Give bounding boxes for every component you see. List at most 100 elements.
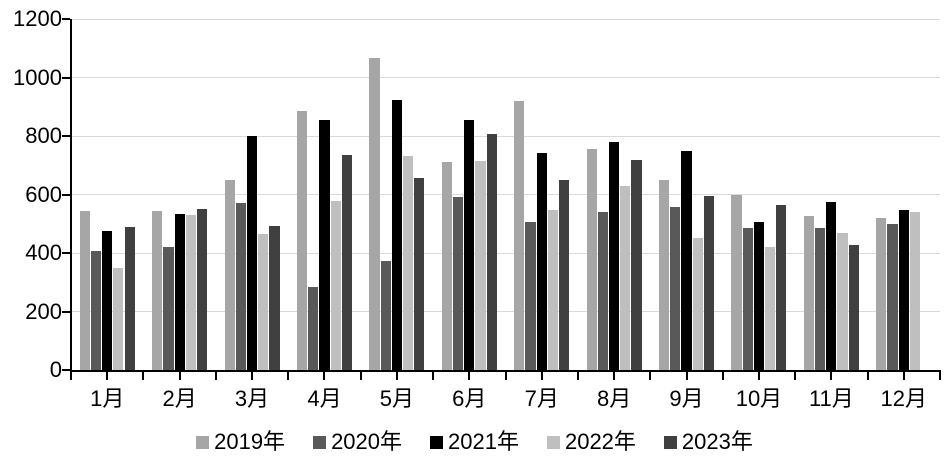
y-tick-label: 800 [25, 123, 62, 148]
bar-2022年-8月 [620, 185, 631, 370]
bar-2022年-3月 [258, 234, 269, 370]
legend-item-2023年: 2023年 [663, 429, 753, 454]
x-category-label: 7月 [524, 386, 559, 411]
x-category-label: 4月 [307, 386, 342, 411]
x-axis-tick [866, 372, 869, 380]
x-category-label: 9月 [669, 386, 704, 411]
gridline [71, 135, 940, 137]
bar-2023年-7月 [559, 179, 570, 370]
bar-2020年-12月 [887, 224, 898, 370]
bar-2020年-9月 [670, 206, 681, 370]
bar-2019年-7月 [514, 100, 525, 370]
bar-2023年-6月 [486, 133, 497, 370]
y-tick-label: 600 [25, 181, 62, 207]
bar-2022年-12月 [909, 211, 921, 370]
bar-2019年-6月 [441, 162, 452, 370]
bar-2019年-12月 [876, 217, 887, 370]
legend-item-2022年: 2022年 [546, 429, 636, 454]
x-axis-tick [613, 372, 616, 380]
bar-2021年-8月 [609, 142, 620, 370]
bar-2020年-3月 [235, 202, 246, 370]
y-tick-label: 1000 [13, 64, 62, 90]
legend-label: 2021年 [448, 429, 519, 454]
bar-2021年-9月 [681, 150, 692, 370]
x-axis-tick [251, 372, 254, 380]
x-axis-tick [939, 372, 941, 380]
bar-2019年-4月 [296, 111, 308, 370]
x-category-label: 6月 [452, 386, 487, 411]
bar-2021年-5月 [391, 99, 402, 370]
bar-2019年-2月 [152, 210, 163, 370]
legend-item-2019年: 2019年 [196, 430, 285, 454]
x-axis-tick [830, 372, 833, 380]
x-axis-tick [359, 372, 362, 380]
x-category-label: 12月 [880, 386, 928, 411]
bar-2022年-9月 [692, 237, 703, 370]
bar-2022年-4月 [330, 201, 341, 370]
bar-2020年-8月 [597, 211, 608, 370]
y-axis-tick [62, 369, 70, 371]
y-tick-label: 400 [25, 240, 62, 265]
bar-2022年-1月 [113, 267, 124, 370]
bar-2021年-11月 [826, 202, 837, 370]
x-category-label: 8月 [596, 386, 632, 411]
bar-2023年-3月 [269, 225, 280, 370]
x-axis-tick [178, 372, 181, 380]
x-axis-tick [504, 372, 507, 380]
x-axis-tick [902, 372, 905, 380]
x-axis-tick [540, 372, 543, 380]
bar-2019年-11月 [803, 215, 815, 370]
y-axis-tick [62, 193, 70, 196]
legend-label: 2019年 [214, 429, 286, 454]
y-axis-tick [62, 76, 70, 79]
legend-swatch-icon [546, 435, 560, 449]
x-axis-tick [70, 372, 72, 380]
bar-2023年-4月 [341, 154, 352, 370]
bar-2021年-7月 [536, 152, 547, 370]
gridline [71, 311, 940, 312]
bar-2023年-1月 [124, 226, 135, 370]
x-category-label: 5月 [379, 386, 414, 411]
bar-2021年-10月 [753, 222, 765, 370]
y-tick-label: 0 [49, 357, 62, 382]
x-axis-tick [323, 372, 326, 380]
bar-2020年-5月 [380, 261, 391, 370]
x-axis-tick [794, 372, 797, 380]
legend-item-2021年: 2021年 [430, 430, 519, 454]
x-axis-tick [685, 372, 688, 380]
bar-2021年-2月 [174, 213, 185, 370]
bar-2022年-11月 [837, 233, 848, 370]
bar-2022年-5月 [402, 156, 414, 370]
bar-2021年-3月 [246, 135, 258, 370]
bar-2023年-5月 [414, 177, 425, 370]
bar-2023年-10月 [776, 205, 787, 370]
bar-2021年-4月 [319, 120, 330, 370]
y-axis-tick [62, 310, 70, 313]
legend-swatch-icon [313, 435, 327, 449]
legend-label: 2023年 [681, 429, 753, 454]
legend: 2019年 2020年 2021年 2022年 2023年 [0, 430, 949, 454]
x-axis-tick [214, 372, 217, 380]
x-category-label: 10月 [735, 386, 783, 411]
bar-2022年-2月 [185, 215, 196, 370]
x-category-label: 1月 [90, 386, 125, 411]
legend-swatch-icon [430, 435, 444, 449]
gridline [71, 194, 940, 195]
bar-2021年-12月 [898, 210, 909, 370]
y-tick-label: 200 [25, 298, 62, 324]
bar-2020年-4月 [308, 286, 319, 370]
y-axis [70, 19, 72, 372]
bar-2021年-1月 [102, 230, 113, 370]
legend-label: 2022年 [564, 429, 636, 454]
x-category-label: 2月 [162, 386, 197, 411]
bar-2023年-11月 [848, 244, 859, 370]
y-axis-tick [62, 18, 70, 20]
legend-label: 2020年 [331, 429, 403, 454]
bar-2020年-1月 [90, 250, 102, 370]
x-axis-tick [287, 372, 290, 380]
gridline [71, 77, 940, 78]
bar-2023年-2月 [196, 209, 208, 370]
bar-2022年-6月 [475, 161, 486, 370]
bar-2022年-10月 [765, 246, 776, 370]
